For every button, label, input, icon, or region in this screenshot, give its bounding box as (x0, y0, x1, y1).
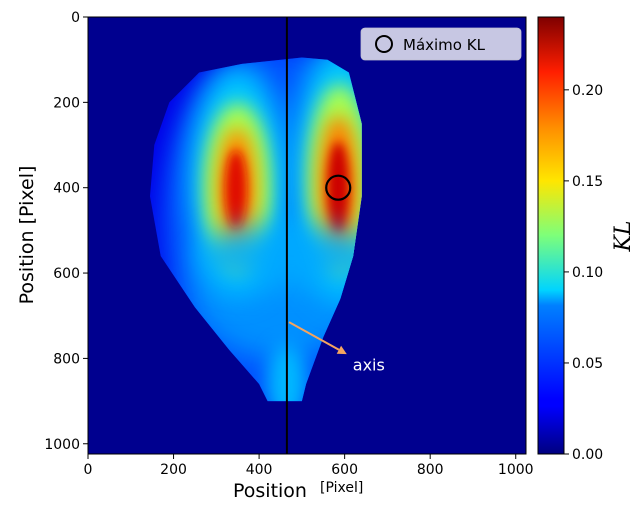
y-tick-label: 600 (53, 266, 80, 282)
x-tick-label: 800 (417, 462, 444, 478)
x-tick-label: 600 (331, 462, 358, 478)
colorbar (537, 16, 565, 455)
left-lobe-core (224, 149, 247, 230)
colorbar-label: KL (611, 220, 636, 252)
y-tick-label: 200 (53, 95, 80, 111)
x-tick-label: 1000 (498, 462, 534, 478)
legend-entry: Máximo KL (403, 36, 486, 54)
axis-annotation: axis (353, 355, 385, 374)
y-tick-label: 800 (53, 351, 80, 367)
colorbar-tick-label: 0.05 (572, 356, 603, 372)
y-tick-label: 1000 (44, 437, 80, 453)
x-tick-label: 400 (246, 462, 273, 478)
x-tick-label: 200 (160, 462, 187, 478)
colorbar-tick-label: 0.15 (572, 174, 603, 190)
y-tick-label: 0 (71, 10, 80, 26)
colorbar-tick-label: 0.20 (572, 83, 603, 99)
colorbar-tick-label: 0.00 (572, 447, 603, 463)
y-axis-label: Position [Pixel] (16, 166, 38, 305)
maximum-kl-marker (325, 174, 352, 201)
heatmap-field (150, 57, 362, 402)
x-axis-ticks: 0 200 400 600 800 1000 (84, 454, 534, 478)
x-tick-label: 0 (84, 462, 93, 478)
x-axis-label: Position (233, 480, 307, 502)
legend: Máximo KL (360, 27, 522, 61)
colorbar-ticks: 0.00 0.05 0.10 0.15 0.20 (564, 83, 603, 463)
axis-arrow (288, 321, 340, 351)
legend-box (360, 27, 522, 61)
y-tick-label: 400 (53, 181, 80, 197)
colorbar-tick-label: 0.10 (572, 265, 603, 281)
legend-marker (375, 35, 393, 53)
x-axis-label-unit: [Pixel] (320, 480, 363, 496)
plot-frame (87, 16, 527, 455)
y-axis-ticks: 0 200 400 600 800 1000 (44, 10, 88, 453)
axis-arrow-head (336, 345, 347, 355)
right-lobe-core (327, 141, 350, 234)
